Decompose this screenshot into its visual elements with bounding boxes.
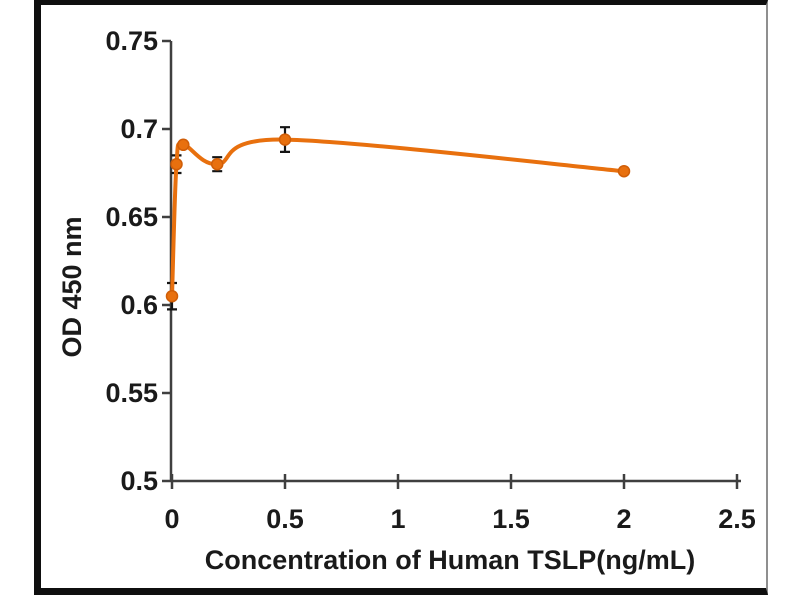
y-tick-label: 0.7	[120, 114, 158, 144]
y-tick-label: 0.5	[120, 466, 158, 496]
x-tick-label: 0	[164, 504, 180, 534]
data-point-marker	[617, 164, 631, 178]
x-tick-label: 2	[616, 504, 632, 534]
x-tick-label: 0.5	[266, 504, 304, 534]
chart-frame	[34, 0, 768, 595]
series-line	[170, 137, 626, 299]
y-tick-label: 0.55	[105, 378, 158, 408]
x-tick-label: 1	[390, 504, 406, 534]
data-point-marker	[210, 157, 224, 171]
x-tick-label: 1.5	[492, 504, 530, 534]
x-tick-label: 2.5	[718, 504, 756, 534]
x-axis-title: Concentration of Human TSLP(ng/mL)	[204, 545, 696, 575]
y-tick-label: 0.6	[120, 290, 158, 320]
y-axis-title: OD 450 nm	[57, 216, 87, 358]
y-tick-label: 0.75	[105, 26, 158, 56]
axis-lines	[169, 41, 741, 483]
data-point-marker	[170, 157, 183, 171]
data-point-marker	[177, 138, 190, 152]
data-point-marker	[278, 133, 292, 146]
y-tick-label: 0.65	[105, 202, 158, 232]
data-point-marker	[165, 289, 179, 303]
